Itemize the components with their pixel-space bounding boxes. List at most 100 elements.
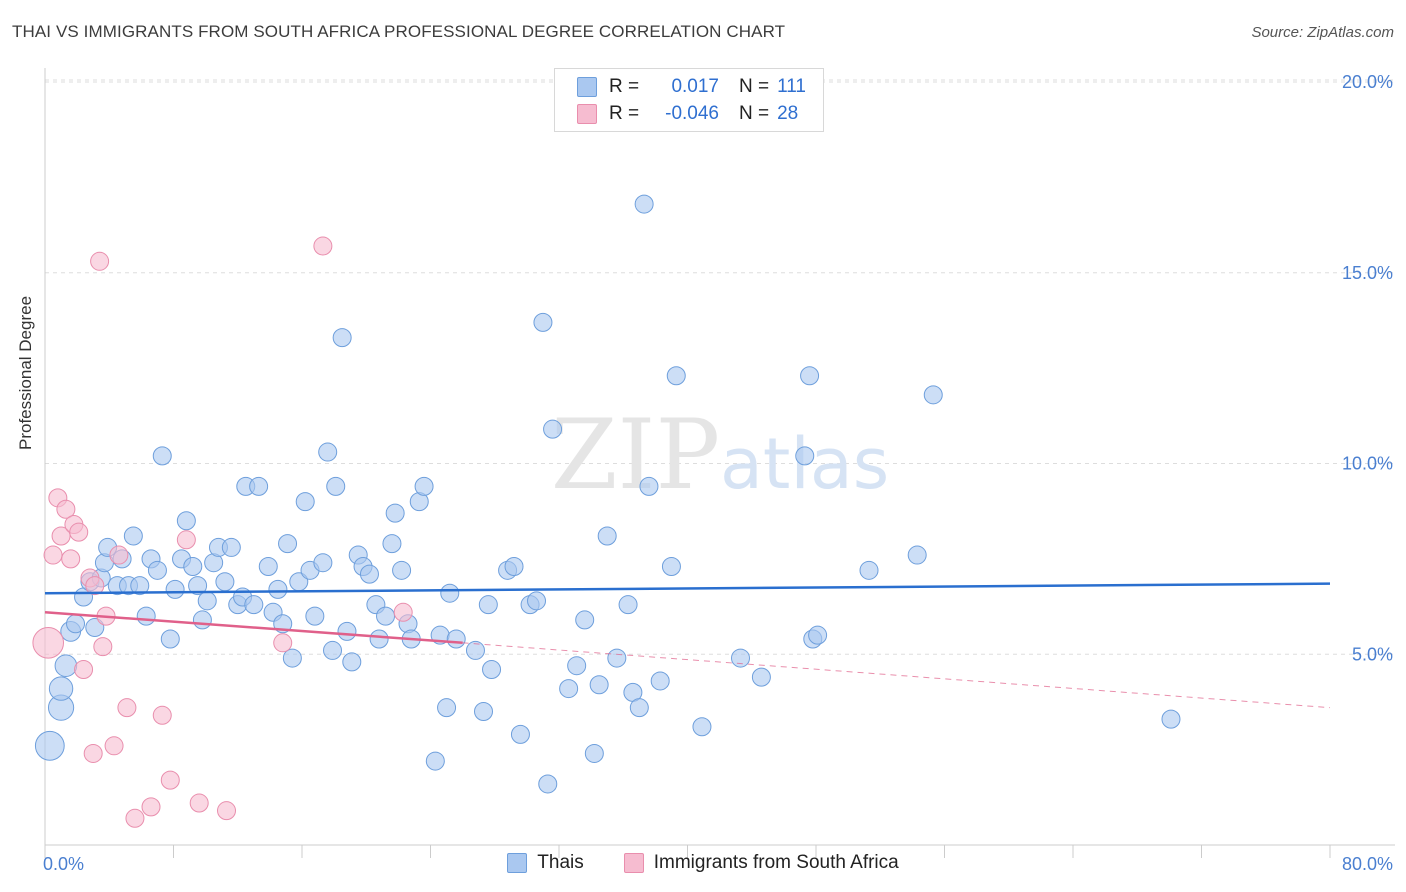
y-tick-label: 15.0% xyxy=(1342,263,1393,283)
data-point-thais xyxy=(123,526,143,546)
data-point-thais xyxy=(268,579,288,599)
data-point-thais xyxy=(751,667,771,687)
r-label: R = xyxy=(609,76,640,97)
r-value: 0.017 xyxy=(671,76,719,97)
data-point-south-africa xyxy=(117,698,137,718)
data-point-thais xyxy=(215,572,235,592)
data-point-thais xyxy=(800,366,820,386)
data-point-thais xyxy=(326,476,346,496)
data-point-thais xyxy=(385,503,405,523)
data-point-thais xyxy=(425,751,445,771)
data-point-thais xyxy=(130,576,150,596)
trend-line-south-africa xyxy=(44,611,463,645)
data-point-thais xyxy=(295,492,315,512)
data-point-south-africa xyxy=(61,549,81,569)
data-point-thais xyxy=(584,743,604,763)
data-point-thais xyxy=(221,537,241,557)
data-point-south-africa xyxy=(141,797,161,817)
data-point-thais xyxy=(323,640,343,660)
bottom-legend: Thais Immigrants from South Africa xyxy=(0,852,1406,874)
data-point-south-africa xyxy=(393,602,413,622)
data-point-thais xyxy=(543,419,563,439)
data-point-thais xyxy=(369,629,389,649)
data-point-thais xyxy=(567,656,587,676)
data-point-thais xyxy=(795,446,815,466)
legend-row-thais: R = 0.017 N = 111 xyxy=(577,74,806,100)
data-point-thais xyxy=(160,629,180,649)
data-point-south-africa xyxy=(313,236,333,256)
data-point-south-africa xyxy=(83,743,103,763)
data-point-thais xyxy=(197,591,217,611)
legend-label-south-africa: Immigrants from South Africa xyxy=(653,852,899,873)
data-point-south-africa xyxy=(85,576,105,596)
data-point-thais xyxy=(376,606,396,626)
data-point-south-africa xyxy=(176,530,196,550)
data-point-thais xyxy=(639,476,659,496)
data-point-thais xyxy=(559,679,579,699)
source-label: Source: ZipAtlas.com xyxy=(1251,24,1394,41)
r-value: -0.046 xyxy=(665,103,719,124)
data-point-thais xyxy=(446,629,466,649)
data-point-thais xyxy=(859,560,879,580)
x-tick-label: 80.0% xyxy=(1342,854,1393,874)
blue-swatch-icon xyxy=(577,77,597,97)
data-point-thais xyxy=(629,698,649,718)
y-tick-label: 5.0% xyxy=(1352,644,1393,664)
data-point-thais xyxy=(510,724,530,744)
data-point-thais xyxy=(48,676,74,701)
y-axis-label: Professional Degree xyxy=(16,295,35,450)
data-point-thais xyxy=(85,618,105,638)
data-point-thais xyxy=(504,557,524,577)
data-point-thais xyxy=(478,595,498,615)
chart-title: THAI VS IMMIGRANTS FROM SOUTH AFRICA PRO… xyxy=(12,22,786,41)
data-point-thais xyxy=(907,545,927,565)
data-point-south-africa xyxy=(273,633,293,653)
data-point-thais xyxy=(589,675,609,695)
data-point-thais xyxy=(176,511,196,531)
data-point-south-africa xyxy=(125,808,145,828)
data-point-thais xyxy=(244,595,264,615)
data-point-thais xyxy=(618,595,638,615)
legend-box: R = 0.017 N = 111 R = -0.046 N = 28 xyxy=(554,68,824,132)
data-point-thais xyxy=(249,476,269,496)
data-point-thais xyxy=(342,652,362,672)
data-point-south-africa xyxy=(69,522,89,542)
data-point-thais xyxy=(54,654,78,677)
data-point-thais xyxy=(661,557,681,577)
data-point-thais xyxy=(188,576,208,596)
n-value: 28 xyxy=(777,103,799,124)
y-tick-label: 20.0% xyxy=(1342,72,1393,92)
data-point-thais xyxy=(359,564,379,584)
r-label: R = xyxy=(609,103,640,124)
data-point-thais xyxy=(34,730,65,761)
data-point-thais xyxy=(136,606,156,626)
data-point-south-africa xyxy=(217,801,237,821)
pink-swatch-icon xyxy=(623,853,644,873)
data-point-thais xyxy=(923,385,943,405)
data-point-thais xyxy=(527,591,547,611)
data-point-thais xyxy=(183,557,203,577)
n-label: N = xyxy=(739,76,770,97)
watermark: ZIPatlas xyxy=(551,399,889,511)
data-point-thais xyxy=(650,671,670,691)
data-point-south-africa xyxy=(104,736,124,756)
data-point-thais xyxy=(382,534,402,554)
data-point-south-africa xyxy=(160,770,180,790)
data-point-thais xyxy=(165,579,185,599)
data-point-thais xyxy=(332,328,352,348)
data-point-thais xyxy=(474,701,494,721)
pink-swatch-icon xyxy=(577,104,597,124)
legend-item-thais: Thais xyxy=(507,852,584,874)
data-point-thais xyxy=(731,648,751,668)
data-point-thais xyxy=(66,614,86,634)
data-point-thais xyxy=(482,660,502,680)
data-point-thais xyxy=(147,560,167,580)
data-point-thais xyxy=(392,560,412,580)
data-point-thais xyxy=(337,621,357,641)
data-point-thais xyxy=(634,194,654,214)
legend-label-thais: Thais xyxy=(537,852,584,873)
y-tick-label: 10.0% xyxy=(1342,454,1393,474)
data-point-thais xyxy=(533,312,553,332)
data-point-thais xyxy=(192,610,212,630)
